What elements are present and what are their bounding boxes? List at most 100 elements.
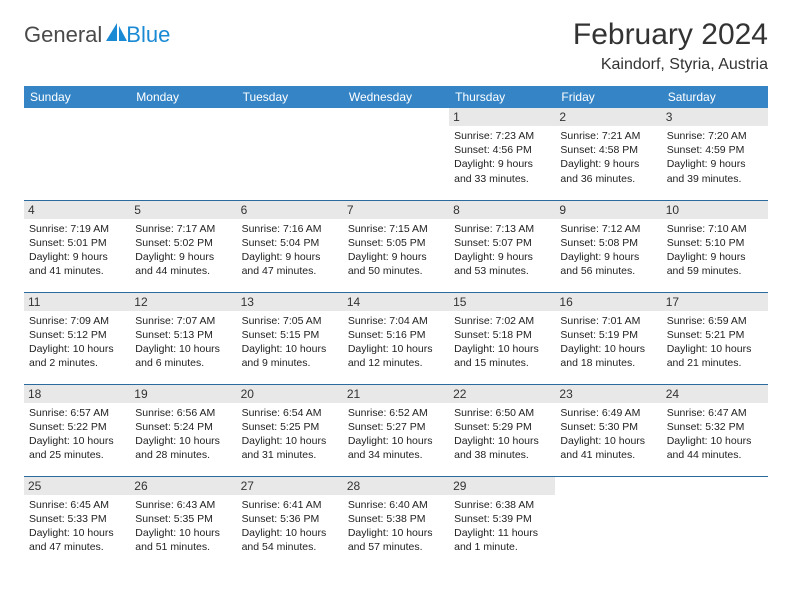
day-sunset: Sunset: 5:36 PM: [242, 512, 338, 526]
day-sunrise: Sunrise: 6:43 AM: [135, 498, 231, 512]
day-number: 24: [662, 385, 768, 403]
day-details: Sunrise: 6:49 AMSunset: 5:30 PMDaylight:…: [560, 406, 656, 463]
day-header: Sunday: [24, 86, 130, 108]
day-header: Wednesday: [343, 86, 449, 108]
day-daylight2: and 9 minutes.: [242, 356, 338, 370]
day-sunset: Sunset: 5:15 PM: [242, 328, 338, 342]
day-sunrise: Sunrise: 7:23 AM: [454, 129, 550, 143]
day-number: 22: [449, 385, 555, 403]
brand-general-label: General: [24, 22, 102, 48]
day-sunrise: Sunrise: 7:19 AM: [29, 222, 125, 236]
day-number: 18: [24, 385, 130, 403]
day-sunrise: Sunrise: 6:40 AM: [348, 498, 444, 512]
day-daylight1: Daylight: 10 hours: [348, 342, 444, 356]
day-daylight2: and 41 minutes.: [29, 264, 125, 278]
day-details: Sunrise: 7:17 AMSunset: 5:02 PMDaylight:…: [135, 222, 231, 279]
page-header: General Blue February 2024 Kaindorf, Sty…: [24, 18, 768, 74]
calendar-cell: 6 Sunrise: 7:16 AMSunset: 5:04 PMDaylight…: [237, 200, 343, 292]
day-sunrise: Sunrise: 6:47 AM: [667, 406, 763, 420]
calendar-cell: 25 Sunrise: 6:45 AMSunset: 5:33 PMDayligh…: [24, 476, 130, 568]
day-number: 13: [237, 293, 343, 311]
day-daylight2: and 28 minutes.: [135, 448, 231, 462]
day-daylight2: and 51 minutes.: [135, 540, 231, 554]
calendar-cell: 20 Sunrise: 6:54 AMSunset: 5:25 PMDayligh…: [237, 384, 343, 476]
day-details: Sunrise: 6:45 AMSunset: 5:33 PMDaylight:…: [29, 498, 125, 555]
day-daylight2: and 47 minutes.: [242, 264, 338, 278]
day-sunrise: Sunrise: 6:49 AM: [560, 406, 656, 420]
day-sunset: Sunset: 5:16 PM: [348, 328, 444, 342]
day-details: Sunrise: 7:15 AMSunset: 5:05 PMDaylight:…: [348, 222, 444, 279]
calendar-cell: 22Sunrise: 6:50 AMSunset: 5:29 PMDayligh…: [449, 384, 555, 476]
day-daylight2: and 25 minutes.: [29, 448, 125, 462]
day-daylight1: Daylight: 9 hours: [667, 250, 763, 264]
brand-sail-icon: [106, 23, 128, 48]
day-number: 11: [24, 293, 130, 311]
day-number: 25: [24, 477, 130, 495]
day-sunrise: Sunrise: 7:02 AM: [454, 314, 550, 328]
calendar-cell: 18 Sunrise: 6:57 AMSunset: 5:22 PMDayligh…: [24, 384, 130, 476]
calendar-week-row: 11 Sunrise: 7:09 AMSunset: 5:12 PMDayligh…: [24, 292, 768, 384]
calendar-cell: [24, 108, 130, 200]
day-sunrise: Sunrise: 6:38 AM: [454, 498, 550, 512]
day-daylight1: Daylight: 10 hours: [29, 434, 125, 448]
day-sunset: Sunset: 5:22 PM: [29, 420, 125, 434]
day-details: Sunrise: 6:59 AMSunset: 5:21 PMDaylight:…: [667, 314, 763, 371]
brand-blue-label: Blue: [126, 22, 170, 48]
day-daylight2: and 18 minutes.: [560, 356, 656, 370]
day-sunrise: Sunrise: 7:17 AM: [135, 222, 231, 236]
day-number: 27: [237, 477, 343, 495]
day-daylight1: Daylight: 10 hours: [667, 342, 763, 356]
day-sunset: Sunset: 5:24 PM: [135, 420, 231, 434]
calendar-cell: 21Sunrise: 6:52 AMSunset: 5:27 PMDayligh…: [343, 384, 449, 476]
day-sunrise: Sunrise: 7:05 AM: [242, 314, 338, 328]
day-daylight2: and 53 minutes.: [454, 264, 550, 278]
day-daylight1: Daylight: 10 hours: [454, 434, 550, 448]
day-details: Sunrise: 7:12 AMSunset: 5:08 PMDaylight:…: [560, 222, 656, 279]
day-number: 5: [130, 201, 236, 219]
calendar-cell: [237, 108, 343, 200]
day-daylight1: Daylight: 10 hours: [29, 526, 125, 540]
day-details: Sunrise: 7:09 AMSunset: 5:12 PMDaylight:…: [29, 314, 125, 371]
day-sunset: Sunset: 5:01 PM: [29, 236, 125, 250]
day-details: Sunrise: 7:21 AMSunset: 4:58 PMDaylight:…: [560, 129, 656, 186]
day-number: 4: [24, 201, 130, 219]
calendar-cell: 26Sunrise: 6:43 AMSunset: 5:35 PMDayligh…: [130, 476, 236, 568]
calendar-cell: 27Sunrise: 6:41 AMSunset: 5:36 PMDayligh…: [237, 476, 343, 568]
day-daylight1: Daylight: 10 hours: [242, 342, 338, 356]
day-sunset: Sunset: 5:35 PM: [135, 512, 231, 526]
day-header: Friday: [555, 86, 661, 108]
calendar-cell: [662, 476, 768, 568]
day-daylight1: Daylight: 10 hours: [454, 342, 550, 356]
day-details: Sunrise: 7:20 AMSunset: 4:59 PMDaylight:…: [667, 129, 763, 186]
day-sunrise: Sunrise: 6:57 AM: [29, 406, 125, 420]
day-details: Sunrise: 6:54 AMSunset: 5:25 PMDaylight:…: [242, 406, 338, 463]
day-number: 6: [237, 201, 343, 219]
day-sunrise: Sunrise: 6:56 AM: [135, 406, 231, 420]
day-sunset: Sunset: 4:58 PM: [560, 143, 656, 157]
day-daylight2: and 56 minutes.: [560, 264, 656, 278]
day-details: Sunrise: 6:43 AMSunset: 5:35 PMDaylight:…: [135, 498, 231, 555]
calendar-cell: 11 Sunrise: 7:09 AMSunset: 5:12 PMDayligh…: [24, 292, 130, 384]
day-daylight1: Daylight: 9 hours: [135, 250, 231, 264]
day-daylight2: and 15 minutes.: [454, 356, 550, 370]
day-details: Sunrise: 7:23 AMSunset: 4:56 PMDaylight:…: [454, 129, 550, 186]
day-daylight1: Daylight: 10 hours: [242, 434, 338, 448]
day-sunset: Sunset: 5:12 PM: [29, 328, 125, 342]
calendar-week-row: 4 Sunrise: 7:19 AMSunset: 5:01 PM Daylight…: [24, 200, 768, 292]
calendar-cell: 2Sunrise: 7:21 AMSunset: 4:58 PMDaylight…: [555, 108, 661, 200]
day-sunset: Sunset: 5:21 PM: [667, 328, 763, 342]
calendar-page: General Blue February 2024 Kaindorf, Sty…: [0, 0, 792, 586]
day-sunset: Sunset: 4:59 PM: [667, 143, 763, 157]
day-daylight2: and 2 minutes.: [29, 356, 125, 370]
day-sunrise: Sunrise: 6:54 AM: [242, 406, 338, 420]
calendar-cell: [555, 476, 661, 568]
day-details: Sunrise: 7:05 AMSunset: 5:15 PMDaylight:…: [242, 314, 338, 371]
day-number: 16: [555, 293, 661, 311]
day-sunset: Sunset: 5:32 PM: [667, 420, 763, 434]
day-daylight1: Daylight: 10 hours: [29, 342, 125, 356]
day-details: Sunrise: 7:16 AMSunset: 5:04 PMDaylight:…: [242, 222, 338, 279]
calendar-cell: 24Sunrise: 6:47 AMSunset: 5:32 PMDayligh…: [662, 384, 768, 476]
day-number: 20: [237, 385, 343, 403]
day-daylight2: and 1 minute.: [454, 540, 550, 554]
page-title: February 2024: [573, 18, 768, 52]
